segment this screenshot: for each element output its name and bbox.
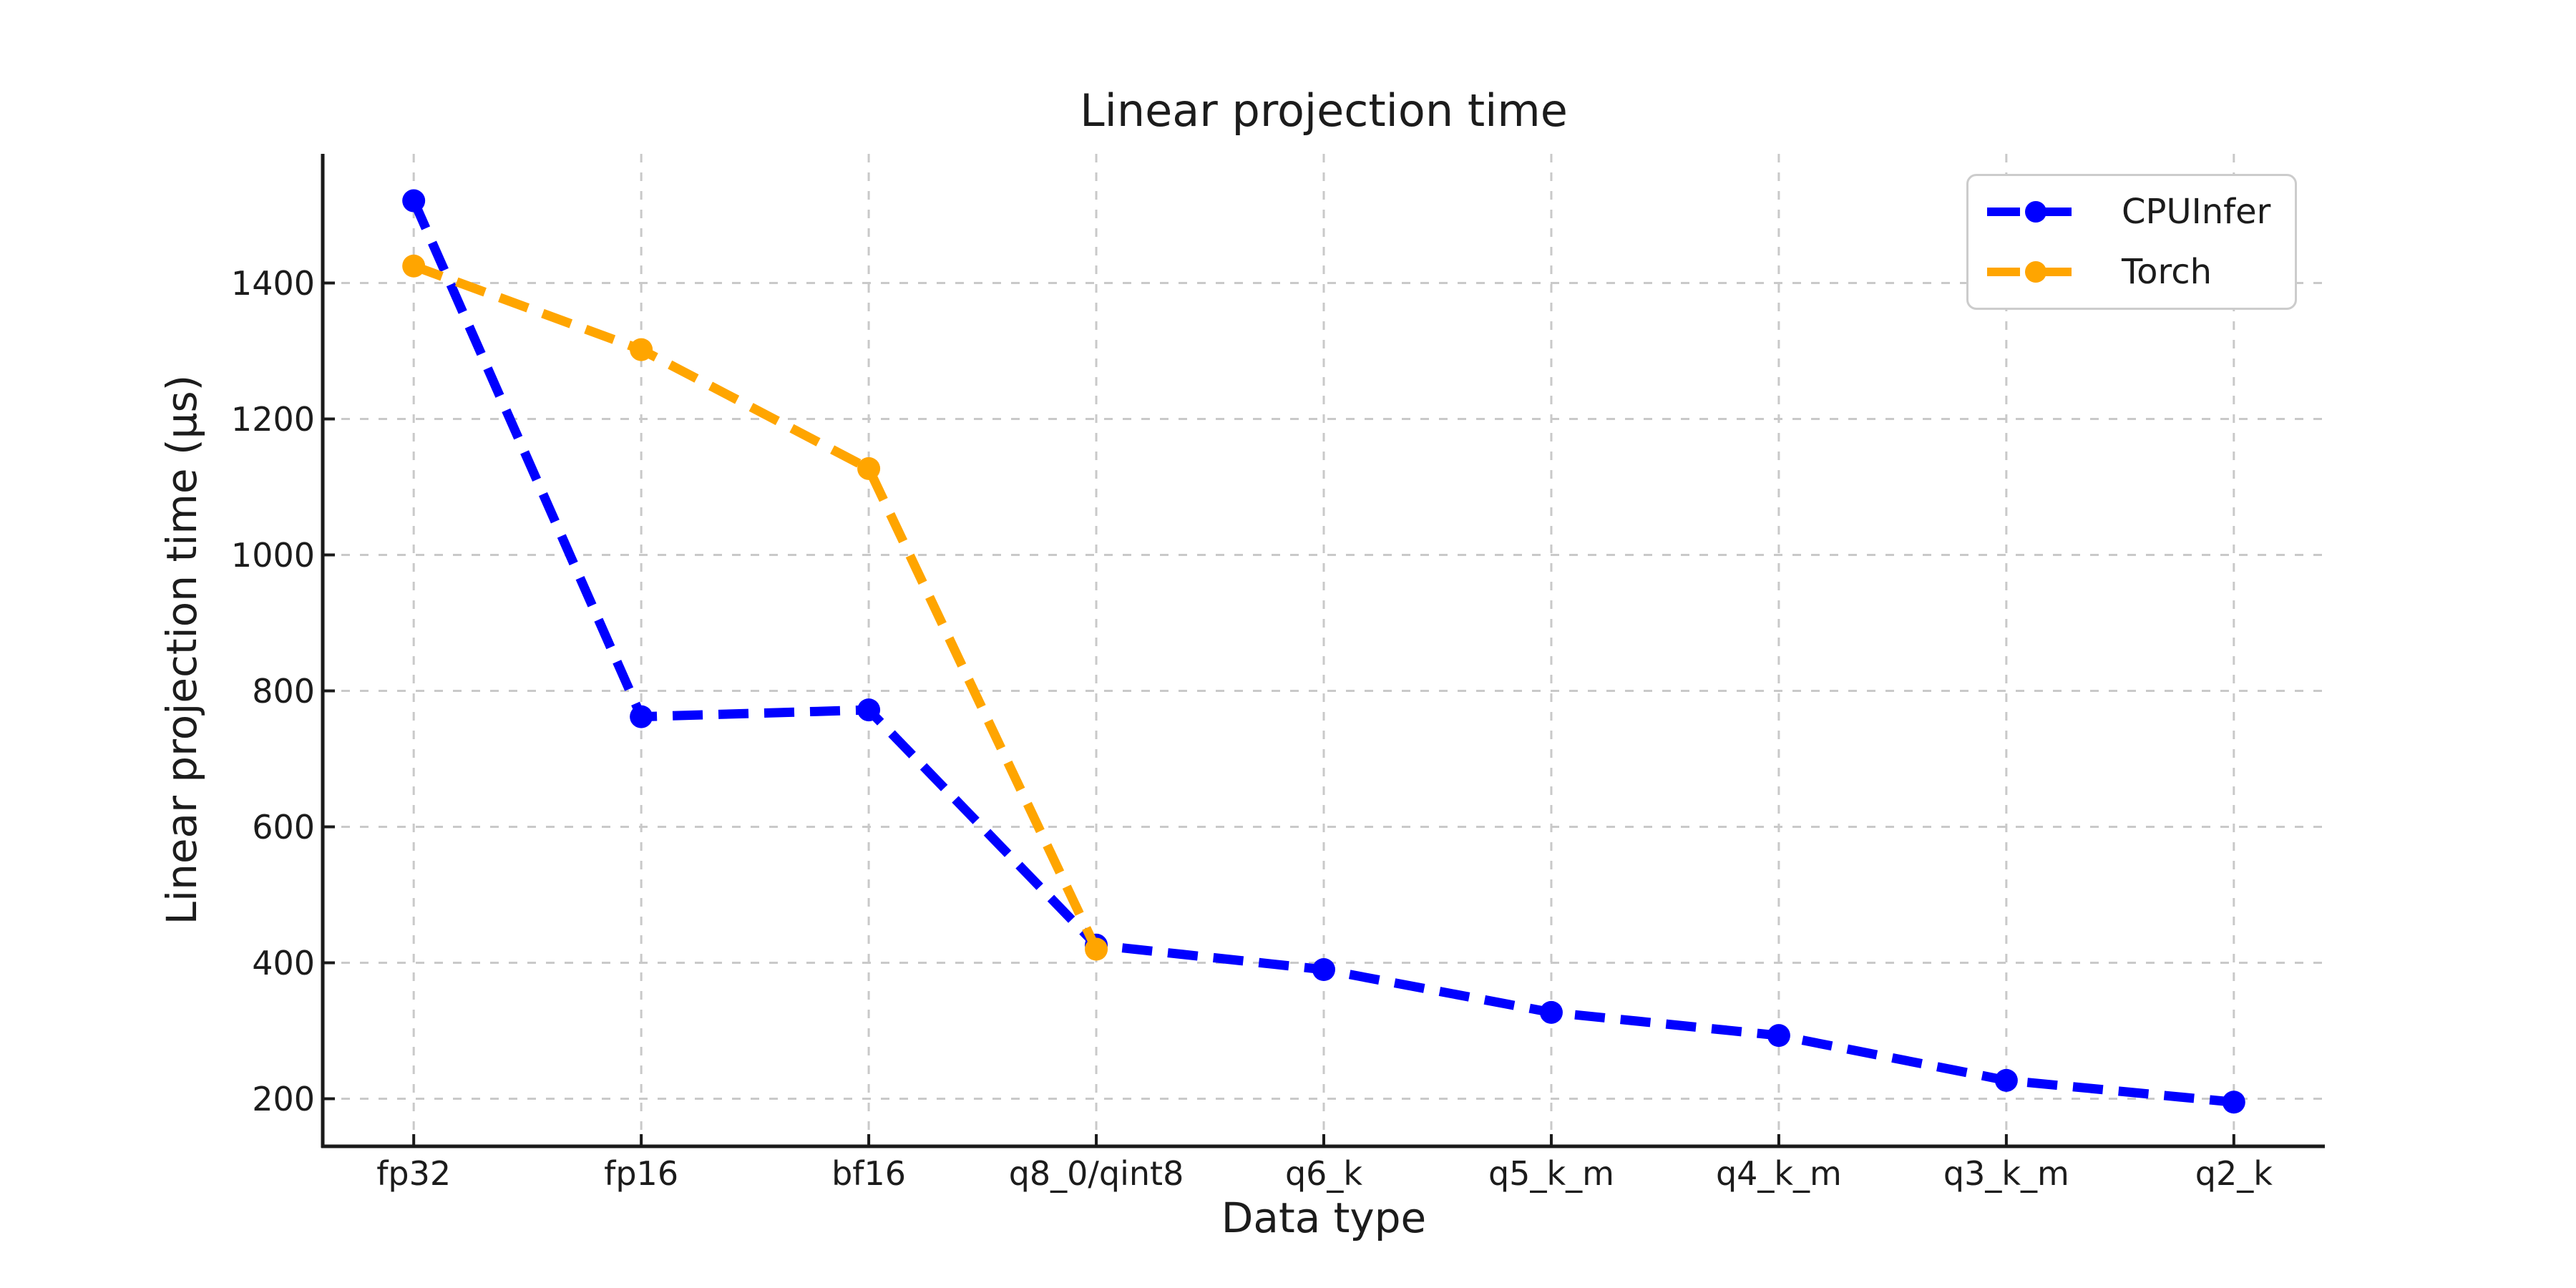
y-tick-label-800: 800: [252, 671, 315, 711]
marker-torch-q8_0/qint8: [1085, 937, 1108, 961]
x-axis-label: Data type: [1221, 1194, 1427, 1242]
legend-line-sample-cpuinfer: [1987, 201, 2089, 223]
x-tick-label-fp16: fp16: [604, 1154, 679, 1193]
marker-torch-fp32: [402, 254, 426, 278]
legend-line-sample-torch: [1987, 261, 2089, 283]
x-tick-label-q4_k_m: q4_k_m: [1715, 1154, 1842, 1193]
x-tick-label-fp32: fp32: [376, 1154, 452, 1193]
series-line-torch: [411, 261, 1101, 952]
marker-cpuinfer-fp16: [630, 705, 653, 728]
legend-label-torch: Torch: [2122, 252, 2212, 292]
legend-item-torch: Torch: [1984, 250, 2295, 293]
legend-label-cpuinfer: CPUInfer: [2122, 192, 2271, 232]
marker-torch-bf16: [857, 457, 881, 480]
chart-title: Linear projection time: [1080, 84, 1568, 137]
marker-cpuinfer-q5_k_m: [1539, 1000, 1563, 1024]
y-tick-label-1000: 1000: [230, 535, 315, 575]
y-tick-label-1400: 1400: [230, 263, 315, 303]
y-tick-label-400: 400: [252, 943, 315, 982]
marker-cpuinfer-q2_k: [2222, 1091, 2245, 1114]
legend-item-cpuinfer: CPUInfer: [1984, 190, 2295, 233]
marker-cpuinfer-fp32: [402, 189, 426, 213]
legend: CPUInfer Torch: [1966, 174, 2297, 310]
x-tick-label-q5_k_m: q5_k_m: [1488, 1154, 1614, 1193]
marker-cpuinfer-q3_k_m: [1994, 1068, 2018, 1092]
y-tick-label-200: 200: [252, 1079, 315, 1118]
marker-cpuinfer-q6_k: [1312, 958, 1335, 981]
marker-cpuinfer-q4_k_m: [1767, 1024, 1790, 1048]
marker-torch-fp16: [630, 338, 653, 361]
y-tick-label-1200: 1200: [230, 399, 315, 439]
marker-cpuinfer-bf16: [857, 698, 881, 722]
x-tick-label-q3_k_m: q3_k_m: [1943, 1154, 2069, 1193]
x-tick-label-q8_0/qint8: q8_0/qint8: [1008, 1154, 1184, 1193]
x-tick-label-bf16: bf16: [831, 1154, 907, 1193]
y-tick-label-600: 600: [252, 807, 315, 847]
x-tick-label-q6_k: q6_k: [1284, 1154, 1363, 1193]
x-tick-label-q2_k: q2_k: [2195, 1154, 2273, 1193]
